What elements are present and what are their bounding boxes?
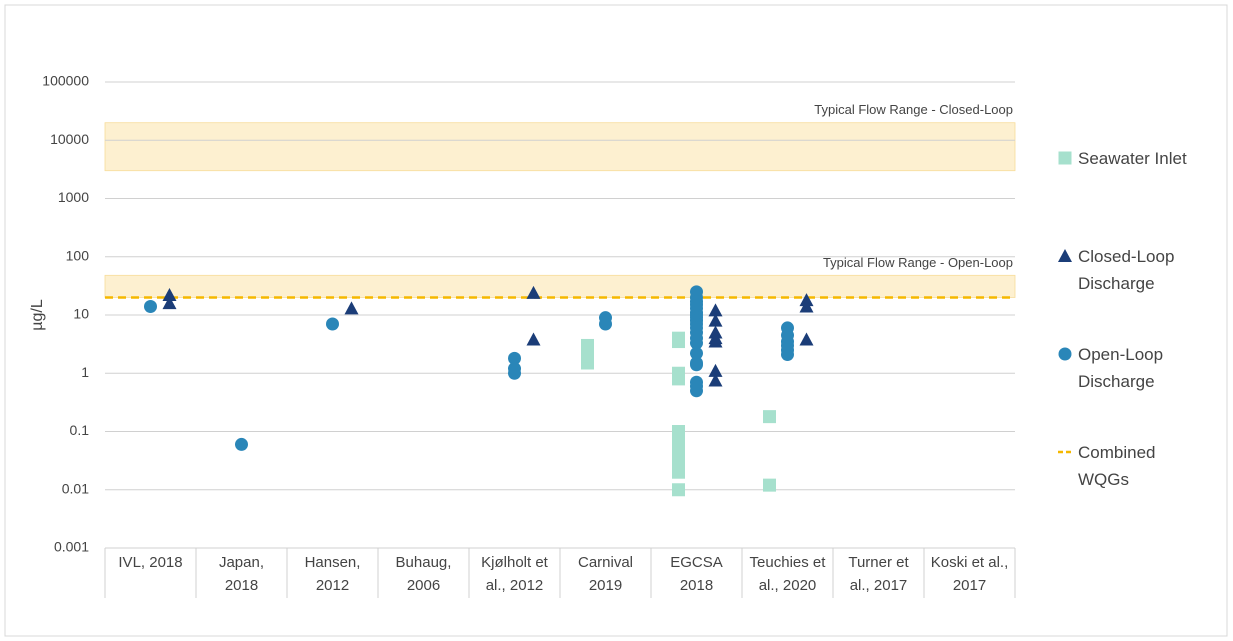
x-tick-label: Turner et al., 2017 [848, 554, 909, 594]
data-point [672, 483, 685, 497]
y-tick-label: 100 [66, 247, 90, 263]
legend-marker [1058, 151, 1072, 165]
legend-label: Seawater Inlet [1078, 149, 1187, 168]
x-tick-label: Hansen, 2012 [304, 554, 361, 594]
data-point [672, 335, 685, 349]
data-point [690, 384, 703, 398]
data-point [708, 334, 723, 348]
data-point [344, 301, 359, 315]
data-point [708, 373, 723, 387]
y-tick-label: 1 [81, 364, 89, 380]
x-tick-label: EGCSA 2018 [670, 554, 723, 594]
x-tick-label: Buhaug, 2006 [395, 554, 452, 594]
x-tick-label: Carnival 2019 [577, 554, 634, 594]
data-point [763, 410, 776, 424]
x-tick-label: IVL, 2018 [118, 554, 183, 571]
legend-label: Open-Loop Discharge [1078, 345, 1164, 391]
chart-border [4, 4, 1228, 637]
data-point [708, 313, 723, 327]
flow-range-band [104, 274, 1016, 298]
data-point [781, 347, 794, 361]
y-tick-label: 1000 [58, 189, 89, 205]
band-label: Typical Flow Range - Open-Loop [823, 255, 1013, 270]
x-tick-label: Kjølholt et al., 2012 [481, 554, 548, 594]
data-point [508, 366, 521, 380]
data-point [672, 442, 685, 456]
y-axis-label: µg/L [29, 299, 46, 331]
data-point [599, 317, 612, 331]
data-point [526, 332, 541, 346]
data-point [799, 332, 814, 346]
legend-label: Closed-Loop Discharge [1078, 247, 1175, 293]
data-point [672, 372, 685, 386]
data-point [708, 303, 723, 317]
band-label: Typical Flow Range - Closed-Loop [814, 102, 1013, 117]
y-tick-label: 100000 [42, 73, 89, 89]
data-point [508, 351, 521, 365]
y-tick-label: 0.001 [54, 539, 89, 555]
x-tick-label: Teuchies et al., 2020 [749, 554, 826, 594]
data-point [799, 299, 814, 313]
y-tick-label: 0.1 [70, 422, 90, 438]
data-point [235, 437, 248, 451]
legend-label: Combined WQGs [1078, 443, 1156, 489]
data-point [690, 358, 703, 372]
x-tick-label: Japan, 2018 [218, 554, 265, 594]
data-point [708, 363, 723, 377]
legend-marker [1058, 249, 1072, 262]
data-point [672, 455, 685, 469]
y-tick-label: 10000 [50, 131, 89, 147]
data-point [144, 299, 157, 313]
data-point [690, 336, 703, 350]
legend-marker [1058, 347, 1072, 361]
data-point [690, 346, 703, 360]
data-point [581, 338, 594, 352]
data-point [162, 296, 177, 310]
data-point [526, 285, 541, 299]
data-point [326, 317, 339, 331]
data-point [162, 288, 177, 302]
x-tick-label: Koski et al., 2017 [930, 554, 1009, 594]
data-point [763, 478, 776, 492]
y-tick-label: 0.01 [62, 480, 89, 496]
flow-range-band [104, 122, 1016, 172]
y-tick-label: 10 [73, 306, 89, 322]
data-point [672, 465, 685, 479]
